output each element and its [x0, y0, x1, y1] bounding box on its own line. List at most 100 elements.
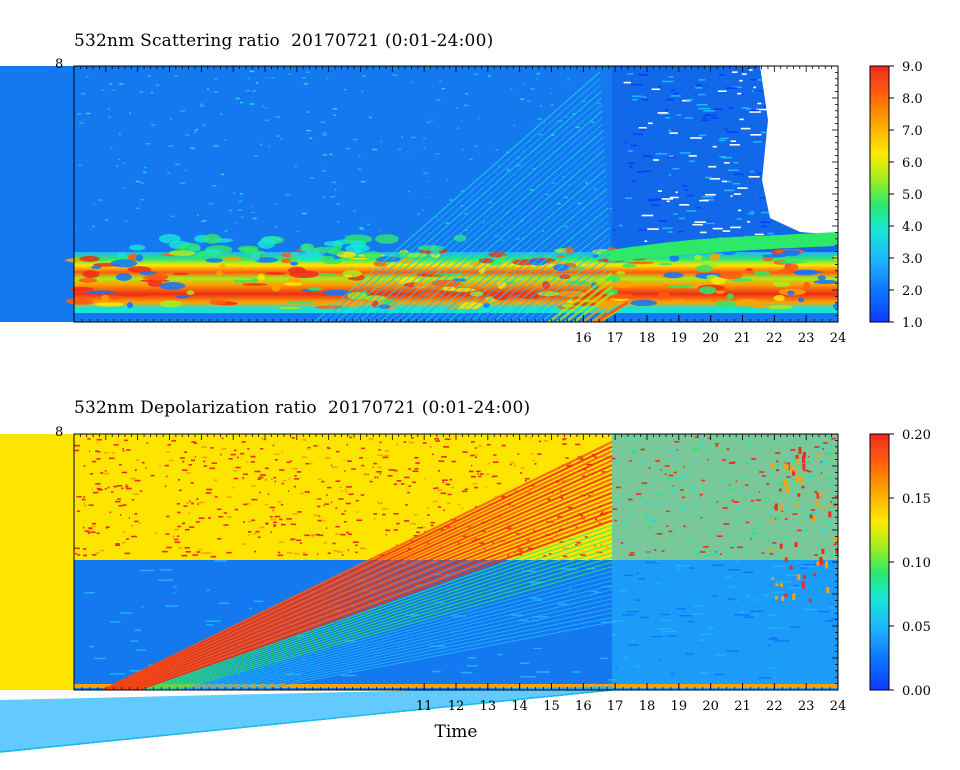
- scattering-artifact-ray: [555, 278, 613, 322]
- depolarization-noise-speckle: [388, 469, 395, 471]
- depolarization-noise-speckle: [96, 438, 102, 441]
- depolarization-noise-speckle: [803, 469, 809, 472]
- depolarization-noise-speckle: [746, 441, 752, 444]
- depolarization-noise-speckle: [205, 492, 212, 494]
- depolarization-noise-speckle: [260, 448, 264, 450]
- depolarization-noise-speckle: [344, 488, 348, 491]
- depolarization-lower-speckle: [486, 646, 498, 648]
- depolarization-noise-speckle: [708, 437, 711, 439]
- depolarization-noise-speckle: [91, 525, 96, 528]
- depolarization-noise-speckle: [500, 496, 506, 498]
- depolarization-noise-speckle: [221, 437, 224, 440]
- scattering-noise-speckle: [213, 91, 218, 93]
- depolarization-noise-speckle: [369, 480, 373, 483]
- scattering-noise-speckle: [262, 136, 267, 138]
- scattering-noise-speckle: [240, 101, 244, 104]
- colorbar-tick-label: 5.0: [902, 188, 923, 203]
- depolarization-noise-speckle: [672, 490, 676, 492]
- scattering-boundary-blob: [813, 280, 838, 284]
- depolarization-noise-speckle: [318, 498, 322, 500]
- scattering-noise-speckle: [582, 100, 586, 102]
- depolarization-noise-speckle: [664, 473, 667, 475]
- depolarization-noise-speckle: [396, 522, 400, 525]
- depolarization-noise-speckle: [294, 475, 297, 477]
- depolarization-noise-speckle: [253, 532, 257, 535]
- depolarization-noise-speckle: [527, 547, 534, 550]
- depolarization-noise-speckle: [349, 436, 352, 439]
- scattering-sky-speckle: [699, 199, 709, 202]
- depolarization-noise-speckle: [274, 480, 276, 483]
- scattering-noise-speckle: [233, 98, 236, 100]
- depolarization-noise-speckle: [594, 456, 598, 458]
- scattering-noise-speckle: [147, 75, 152, 77]
- scattering-noise-speckle: [473, 203, 477, 205]
- scattering-sky-speckle: [678, 230, 684, 233]
- scattering-boundary-blob: [91, 265, 102, 269]
- depolarization-noise-speckle: [96, 532, 100, 535]
- scattering-noise-speckle: [522, 237, 524, 239]
- scattering-noise-speckle: [413, 93, 418, 96]
- scattering-artifact-ray: [313, 71, 601, 322]
- scattering-sky-speckle: [737, 92, 742, 95]
- scattering-noise-speckle: [174, 75, 178, 77]
- depolarization-noise-speckle: [722, 459, 727, 461]
- depolarization-noise-speckle: [629, 543, 632, 545]
- x-tick-label: 24: [830, 699, 847, 714]
- scattering-cloud-blob: [117, 252, 127, 258]
- depolarization-noise-speckle: [636, 493, 642, 495]
- depolarization-noise-speckle: [113, 485, 118, 488]
- depolarization-lower-speckle: [240, 599, 247, 601]
- depolarization-lower-speckle: [242, 594, 256, 596]
- scattering-sky-speckle: [679, 217, 686, 220]
- depolarization-noise-speckle: [120, 514, 122, 516]
- scattering-artifact-ray: [515, 246, 611, 322]
- depolarization-lower-speckle: [557, 603, 568, 605]
- depolarization-noise-speckle: [820, 461, 823, 463]
- y-tick-label: 8: [55, 57, 63, 72]
- depolarization-noise-speckle: [373, 513, 378, 515]
- scattering-noise-speckle: [146, 173, 148, 176]
- scattering-noise-speckle: [556, 211, 558, 214]
- depolarization-noise-speckle: [393, 483, 397, 486]
- depolarization-noise-speckle: [533, 529, 535, 532]
- depolarization-noise-speckle: [563, 555, 568, 558]
- scattering-noise-speckle: [586, 129, 588, 131]
- scattering-sky-speckle: [773, 247, 786, 250]
- depolarization-artifact-ray: [237, 612, 613, 690]
- scattering-boundary-blob: [817, 275, 826, 281]
- scattering-sky-speckle: [704, 114, 716, 116]
- scattering-noise-speckle: [359, 227, 363, 229]
- scattering-noise-speckle: [211, 185, 217, 187]
- depolarization-noise-speckle: [181, 554, 188, 557]
- scattering-noise-speckle: [81, 99, 84, 102]
- depolarization-noise-speckle: [485, 486, 488, 488]
- depolarization-noise-speckle: [491, 475, 494, 478]
- depolarization-noise-speckle: [517, 453, 520, 455]
- depolarization-noise-speckle: [384, 450, 390, 452]
- depolarization-noise-speckle: [471, 464, 473, 467]
- x-tick-label: 20: [702, 699, 719, 714]
- scattering-noise-speckle: [224, 165, 229, 167]
- scattering-noise-speckle: [197, 214, 199, 216]
- scattering-noise-speckle: [220, 173, 224, 176]
- depolarization-lower-speckle: [517, 619, 529, 622]
- scattering-noise-speckle: [119, 83, 124, 85]
- scattering-noise-speckle: [320, 121, 326, 123]
- depolarization-plume: [786, 486, 790, 494]
- scattering-noise-speckle: [125, 220, 128, 222]
- depolarization-lower-speckle: [159, 569, 173, 571]
- depolarization-noise-speckle: [96, 458, 101, 460]
- depolarization-noise-speckle: [781, 510, 783, 512]
- scattering-sky-speckle: [718, 139, 726, 142]
- scattering-boundary-blob: [101, 294, 110, 302]
- scattering-sky-speckle: [760, 131, 768, 134]
- scattering-sky-speckle: [630, 144, 638, 147]
- depolarization-lower-speckle: [714, 654, 727, 656]
- depolarization-lower-speckle: [94, 657, 106, 660]
- scattering-noise-speckle: [332, 108, 338, 110]
- depolarization-noise-speckle: [683, 465, 685, 468]
- scattering-boundary-blob: [344, 274, 353, 278]
- depolarization-noise-speckle: [642, 466, 645, 469]
- depolarization-noise-speckle: [629, 460, 632, 462]
- scattering-noise-speckle: [133, 116, 135, 118]
